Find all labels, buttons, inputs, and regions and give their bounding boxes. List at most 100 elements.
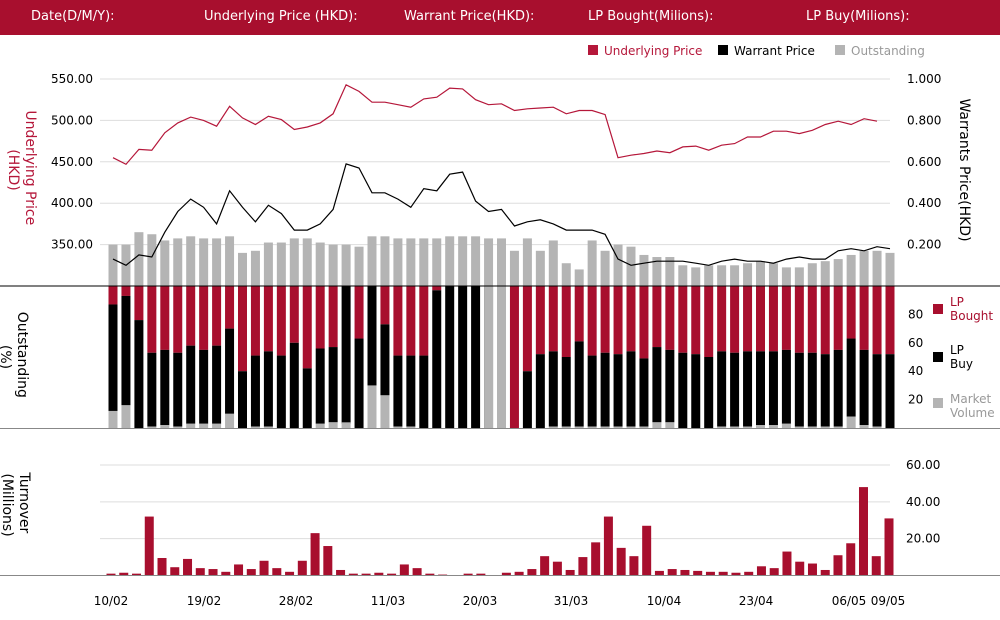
outstanding-bar (691, 267, 701, 286)
outstanding-axis-title-line1: Outstanding (14, 312, 30, 398)
lp-buy-bar (743, 351, 753, 427)
outstanding-axis-title: Outstanding (%) (0, 312, 30, 403)
turnover-bar (858, 487, 868, 576)
turnover-bar (680, 569, 690, 576)
lp-buy-bar (121, 295, 131, 406)
market-volume-bar (574, 426, 584, 428)
lp-bought-bar (419, 286, 429, 356)
turnover-bar (552, 561, 562, 576)
outstanding-bar (458, 236, 468, 286)
legend-lp-bought: LP Bought (950, 295, 993, 323)
turnover-bar (119, 572, 129, 576)
outstanding-bar (833, 259, 843, 286)
outstanding-bar (600, 250, 610, 286)
lp-bought-bar (147, 286, 157, 353)
outstanding-bar (341, 244, 351, 286)
outstanding-bar (380, 236, 390, 286)
outstanding-bar (846, 254, 856, 286)
legend-outstanding: Outstanding (851, 44, 925, 58)
lp-buy-bar (250, 355, 260, 427)
lp-buy-bar (587, 355, 597, 427)
turnover-bar (183, 558, 193, 576)
market-volume-bar (199, 423, 209, 428)
legend-lp-buy-line2: Buy (950, 357, 973, 371)
turnover-bar (795, 561, 805, 576)
market-volume-bar (121, 405, 131, 428)
market-volume-bar (807, 426, 817, 428)
turnover-bar (259, 560, 269, 576)
lp-bought-bar (289, 286, 299, 343)
legend-lp-buy-swatch (933, 352, 943, 362)
lp-bought-bar (691, 286, 701, 355)
lp-buy-bar (173, 352, 183, 427)
turnover-bar (871, 556, 881, 576)
outstanding-bar (509, 250, 519, 286)
x-tick-label: 10/04 (647, 594, 682, 608)
lp-buy-bar (794, 352, 804, 427)
lp-bought-bar (652, 286, 662, 348)
outstanding-bar (535, 250, 545, 286)
outstanding-bar (781, 267, 791, 286)
outstanding-axis-title-line2: (%) (0, 345, 13, 369)
outstanding-bar (484, 238, 494, 286)
x-tick-label: 20/03 (463, 594, 498, 608)
turnover-bar (476, 573, 486, 576)
lp-bought-bar (121, 286, 131, 296)
legend-warrant-swatch (718, 45, 728, 55)
lp-bought-bar (108, 286, 118, 305)
lp-bought-bar (678, 286, 688, 353)
lp-bought-bar (833, 286, 843, 350)
market-volume-bar (484, 286, 494, 428)
lp-buy-bar (548, 351, 558, 427)
turnover-bar (782, 551, 792, 576)
turnover-bar (297, 560, 307, 576)
outstanding-bar (626, 246, 636, 286)
outstanding-bar (263, 242, 273, 286)
lp-buy-bar (730, 352, 740, 427)
lp-buy-bar (820, 354, 830, 427)
outstanding-bar (238, 252, 247, 286)
lp-bought-bar (756, 286, 765, 352)
outstanding-tick-label: 40 (908, 364, 923, 378)
outstanding-tick-label: 60 (908, 336, 923, 350)
market-volume-bar (548, 426, 558, 428)
turnover-bar (693, 570, 703, 576)
lp-bought-bar (807, 286, 817, 353)
underlying-axis-title-line2: (HKD) (5, 149, 21, 190)
turnover-bar (616, 547, 626, 576)
outstanding-bar (186, 236, 196, 286)
outstanding-tick-label: 20 (908, 393, 923, 407)
lp-buy-bar (885, 354, 895, 428)
lp-buy-bar (134, 320, 144, 428)
turnover-bar (578, 557, 588, 576)
turnover-bar (807, 563, 817, 576)
turnover-bar (246, 569, 256, 576)
lp-bought-bar (743, 286, 753, 352)
turnover-tick-label: 60.00 (906, 458, 940, 472)
turnover-bar (106, 573, 116, 576)
lp-buy-bar (807, 352, 817, 427)
legend-lp-buy-line1: LP (950, 343, 964, 357)
legend-market-volume-line2: Volume (950, 406, 995, 420)
outstanding-bar (678, 265, 688, 286)
legend-underlying-price: Underlying Price (604, 44, 702, 58)
left-tick-label: 550.00 (51, 72, 93, 86)
outstanding-bar (807, 263, 817, 286)
lp-buy-bar (574, 341, 584, 427)
legend-market-volume-swatch (933, 398, 943, 408)
lp-bought-bar (820, 286, 830, 355)
x-tick-label: 23/04 (739, 594, 774, 608)
lp-buy-bar (380, 324, 390, 396)
lp-bought-bar (717, 286, 727, 352)
lp-buy-bar (199, 349, 209, 424)
market-volume-bar (147, 426, 157, 428)
turnover-bar (527, 569, 537, 576)
market-volume-bar (250, 426, 260, 428)
lp-bought-bar (302, 286, 312, 369)
outstanding-bar (471, 236, 481, 286)
lp-bought-bar (315, 286, 325, 349)
lp-bought-bar (548, 286, 558, 352)
warrant-axis-title: Warrants Price(HKD) (956, 98, 972, 241)
turnover-bar (348, 573, 358, 576)
market-volume-bar (212, 423, 222, 428)
